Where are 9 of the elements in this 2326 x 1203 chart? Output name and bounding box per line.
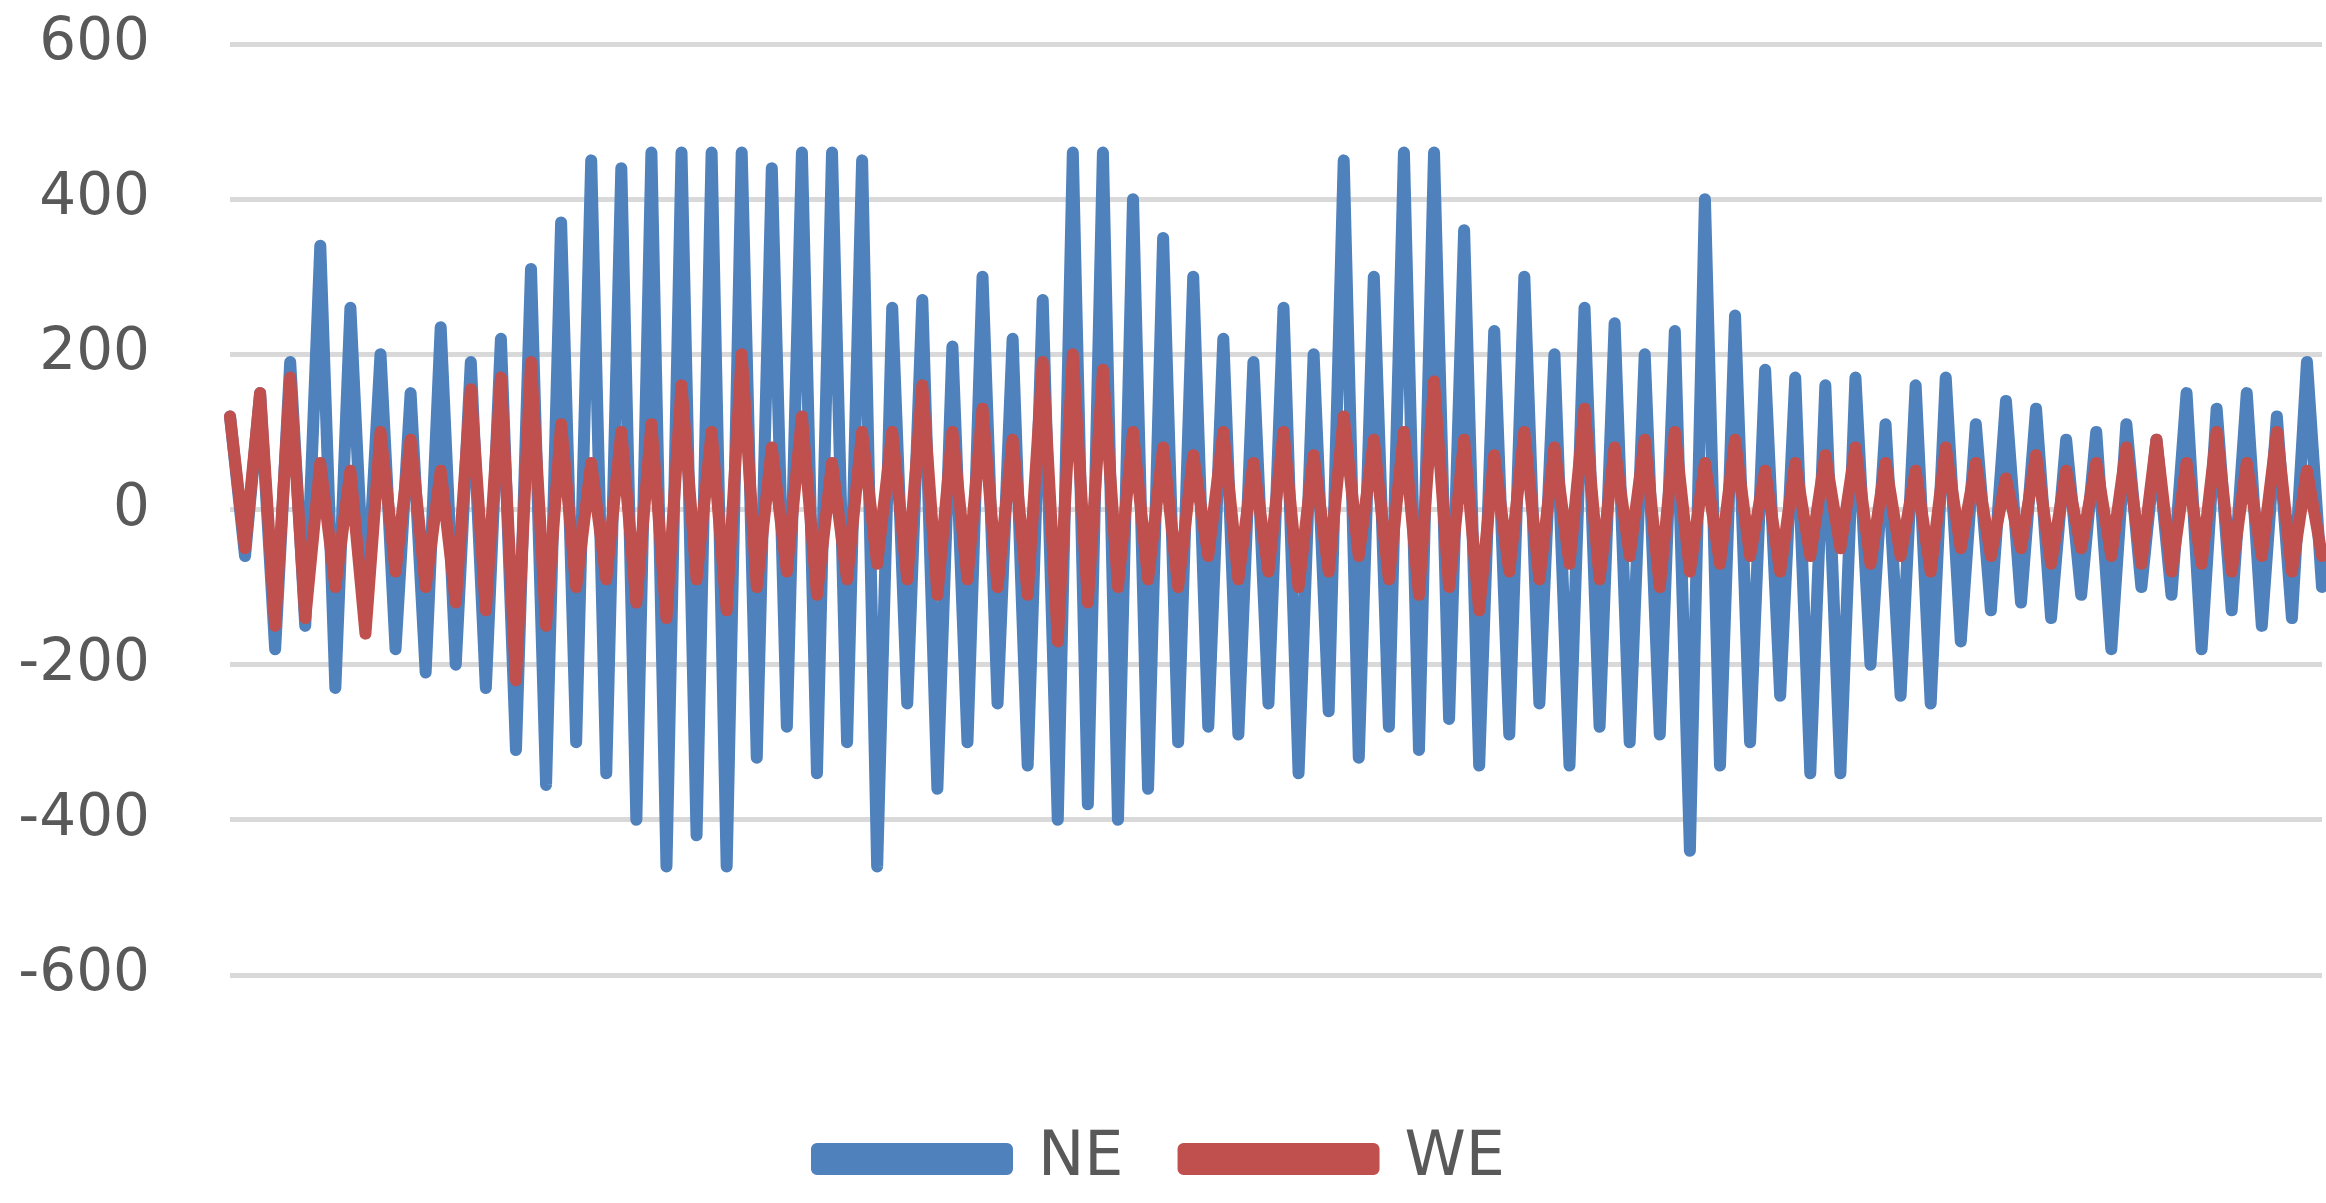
y-tick-label: 400 [39, 160, 150, 229]
y-tick-label: 0 [113, 470, 150, 539]
y-tick-label: -200 [18, 625, 150, 694]
y-tick-label: 600 [39, 5, 150, 74]
legend-label: NE [1037, 1117, 1124, 1191]
legend-label: WE [1404, 1117, 1506, 1191]
y-tick-label: 200 [39, 315, 150, 384]
y-tick-label: -400 [18, 780, 150, 849]
y-tick-label: -600 [18, 936, 150, 1005]
